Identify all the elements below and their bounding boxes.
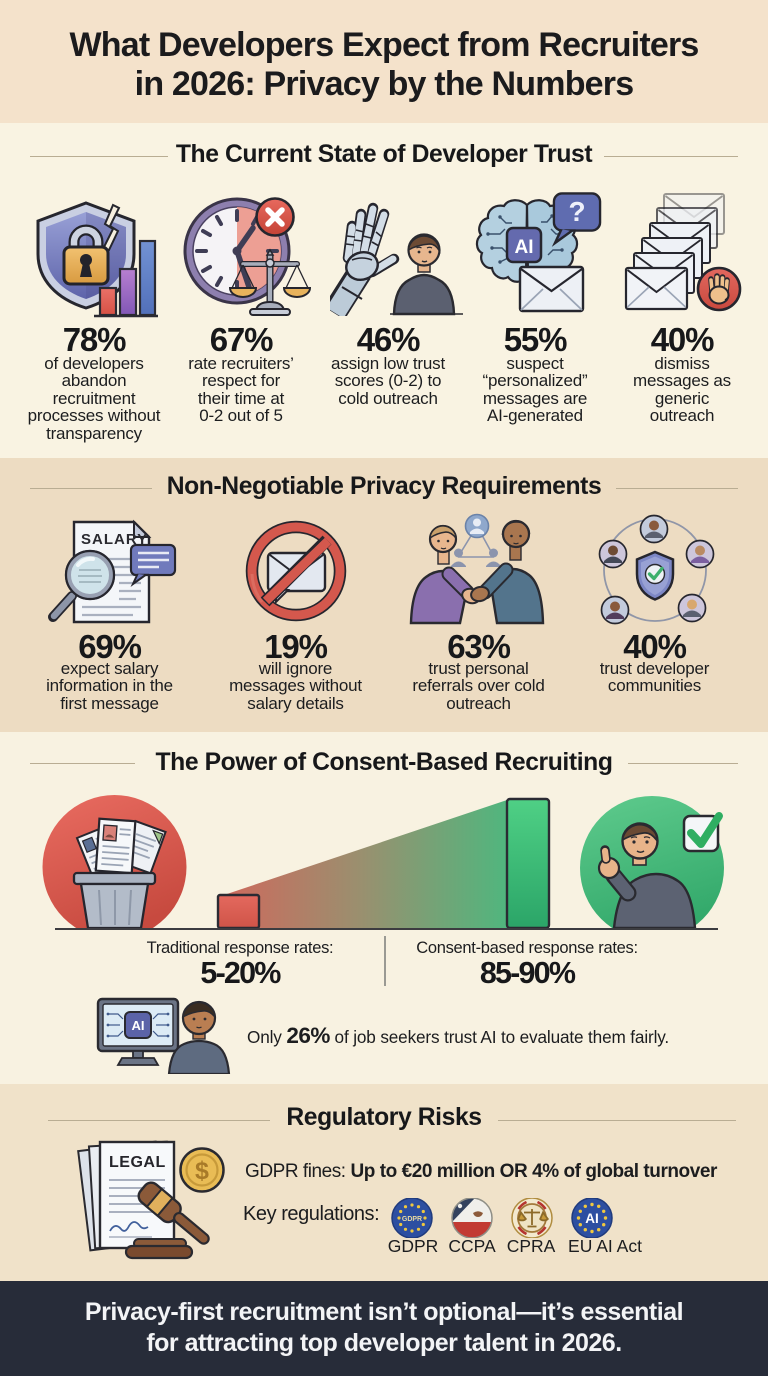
svg-text:AI: AI [585,1211,599,1226]
svg-text:?: ? [568,196,585,227]
svg-text:LEGAL: LEGAL [109,1154,166,1171]
svg-text:GDPR: GDPR [402,1216,422,1223]
svg-text:$: $ [195,1157,209,1185]
svg-text:AI: AI [515,237,534,258]
svg-text:SALARY: SALARY [81,531,148,548]
svg-text:AI: AI [132,1018,145,1033]
